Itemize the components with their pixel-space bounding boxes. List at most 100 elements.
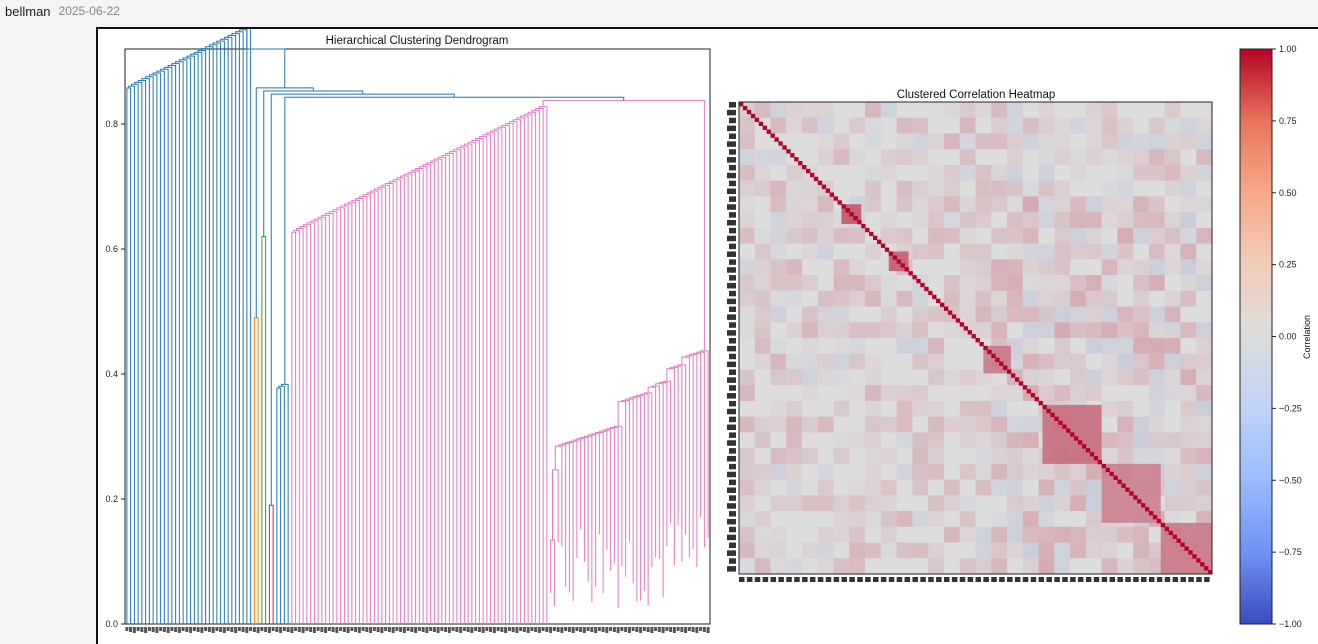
heatmap-column-label [802, 577, 808, 582]
heatmap-cell [802, 416, 818, 433]
heatmap-cell [928, 227, 944, 244]
heatmap-diagonal-cell [758, 121, 764, 126]
heatmap-cell [1007, 227, 1023, 244]
heatmap-cell [865, 133, 881, 150]
heatmap-diagonal-cell [778, 141, 783, 146]
heatmap-cell [928, 338, 944, 354]
post-author[interactable]: bellman [5, 3, 51, 19]
heatmap-cell [833, 259, 850, 276]
dendrogram-leaf-label [451, 627, 455, 631]
dendrogram-leaf-label [200, 627, 204, 633]
heatmap-row-label [729, 338, 736, 344]
heatmap-cell [1164, 180, 1181, 197]
heatmap-cell [802, 196, 818, 213]
dendrogram-link [268, 504, 274, 624]
heatmap-cell [865, 243, 881, 260]
heatmap-cell [1054, 542, 1071, 559]
heatmap-cell [849, 275, 866, 291]
heatmap-cell [975, 164, 992, 181]
heatmap-cell [833, 432, 850, 449]
heatmap-cell [959, 526, 976, 543]
heatmap-cell [975, 275, 992, 291]
heatmap-cell [975, 479, 992, 496]
heatmap-cell [1133, 164, 1149, 181]
dendrogram-leaf-label [230, 627, 234, 632]
heatmap-diagonal-cell [1196, 558, 1201, 563]
heatmap-cell [1180, 290, 1197, 307]
heatmap-cell [896, 338, 913, 354]
heatmap-row-label [727, 251, 736, 257]
heatmap-cell [786, 164, 803, 181]
heatmap-column-label [1038, 577, 1045, 582]
heatmap-row-labels [727, 102, 736, 572]
dendrogram-leaf-label [301, 627, 305, 633]
heatmap-row-label [727, 220, 736, 226]
heatmap-cell [912, 133, 929, 150]
dendrogram-leaf-label [204, 627, 208, 631]
heatmap-cell [786, 463, 803, 480]
heatmap-cell [1038, 495, 1055, 512]
dendrogram-leaf-label [380, 627, 384, 633]
heatmap-cell [1117, 306, 1134, 323]
heatmap-cell [959, 117, 976, 134]
heatmap-cell [865, 180, 881, 197]
heatmap-cell [849, 511, 866, 527]
heatmap-cell [1164, 117, 1181, 134]
dendrogram-link [278, 385, 285, 624]
heatmap-cell [991, 448, 1008, 464]
heatmap-cell [991, 526, 1008, 543]
heatmap-cell [928, 180, 944, 197]
heatmap-diagonal-cell [841, 204, 846, 209]
heatmap-cell [1164, 338, 1181, 354]
dendrogram-leaf-label [616, 627, 620, 633]
heatmap-column-label [1030, 577, 1037, 582]
dendrogram-leaf-label [327, 627, 331, 631]
heatmap-diagonal-cell [1125, 487, 1130, 492]
heatmap-diagonal-cell [975, 338, 980, 343]
heatmap-cell [1054, 463, 1071, 480]
heatmap-diagonal-cell [955, 318, 961, 323]
heatmap-cell [1054, 290, 1071, 307]
heatmap-cell [1117, 259, 1134, 276]
heatmap-cell [833, 369, 850, 386]
heatmap-cell [1148, 243, 1165, 260]
heatmap-cell [1180, 227, 1197, 244]
heatmap-diagonal-cell [794, 157, 799, 162]
heatmap-diagonal-cell [971, 334, 976, 339]
heatmap-cell [1101, 259, 1118, 276]
heatmap-cell [833, 322, 850, 338]
heatmap-cell [991, 275, 1008, 291]
heatmap-cell [849, 353, 866, 370]
dendrogram-leaf-label [211, 627, 215, 633]
heatmap-cell [833, 290, 850, 307]
heatmap-diagonal-cell [1180, 542, 1185, 547]
heatmap-diagonal-cell [884, 247, 890, 252]
heatmap-cell [896, 463, 913, 480]
heatmap-cell [880, 526, 897, 543]
heatmap-cell [928, 558, 944, 574]
heatmap-cell [896, 149, 913, 165]
heatmap-cell [817, 369, 834, 386]
heatmap-cell [928, 369, 944, 386]
heatmap-cell [1133, 259, 1149, 276]
dendrogram-leaf-label [309, 627, 313, 632]
heatmap-cell [1070, 353, 1086, 370]
heatmap-cell [739, 149, 755, 165]
heatmap-diagonal-cell [876, 239, 882, 244]
post-header: bellman 2025-06-22 [0, 0, 1318, 22]
heatmap-cell [833, 495, 850, 512]
heatmap-column-label [778, 577, 784, 582]
heatmap-cell [802, 369, 818, 386]
heatmap-column-label [762, 577, 769, 582]
heatmap-cell [1133, 306, 1149, 323]
dendrogram-leaf-label [331, 627, 335, 632]
dendrogram-leaf-label [155, 627, 159, 633]
heatmap-cell [1164, 322, 1181, 338]
dendrogram-leaf-label [256, 627, 260, 633]
heatmap-cell [770, 180, 787, 197]
heatmap-cell [1117, 416, 1134, 433]
heatmap-cell [991, 511, 1008, 527]
heatmap-cell [786, 290, 803, 307]
heatmap-cell [1148, 432, 1165, 449]
dendrogram-link [632, 396, 642, 601]
